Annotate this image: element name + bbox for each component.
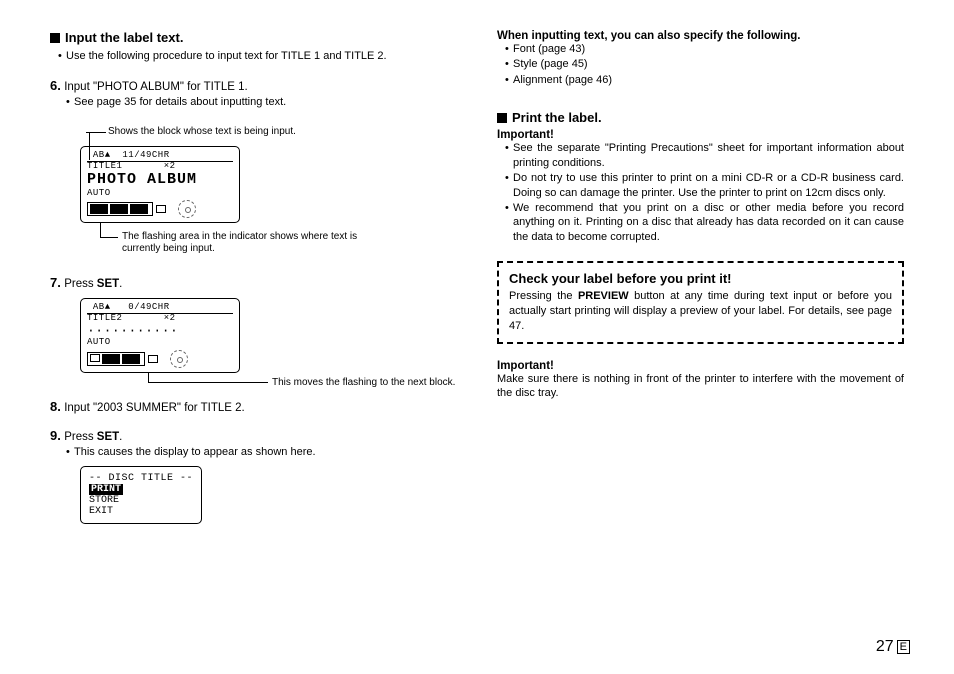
step-num: 8. — [50, 399, 61, 414]
bullet: •Alignment (page 46) — [505, 73, 904, 88]
bullet: •We recommend that you print on a disc o… — [505, 201, 904, 246]
step7-a: Press — [64, 278, 97, 290]
step-num: 6. — [50, 78, 61, 93]
section-title-text: Print the label. — [512, 110, 602, 125]
right-top-bold: When inputting text, you can also specif… — [497, 30, 904, 42]
right-column: When inputting text, you can also specif… — [477, 30, 914, 664]
square-icon — [497, 113, 507, 123]
lcd-screen: AB▲ 11/49CHR TITLE1 ×2 PHOTO ALBUM AUTO — [80, 146, 240, 223]
bullet-icon: • — [66, 445, 74, 460]
step-8: 8. Input "2003 SUMMER" for TITLE 2. — [50, 399, 457, 414]
step9-tail: . — [119, 431, 122, 443]
lcd-3: -- DISC TITLE -- PRINT STORE EXIT — [80, 466, 202, 524]
bullet-text: See the separate "Printing Precautions" … — [513, 141, 904, 171]
caption-top: Shows the block whose text is being inpu… — [108, 126, 296, 138]
step9-bullet-text: This causes the display to appear as sho… — [74, 445, 316, 460]
bullet: •See the separate "Printing Precautions"… — [505, 141, 904, 171]
step-num: 9. — [50, 428, 61, 443]
step6-bullet: • See page 35 for details about inputtin… — [66, 95, 457, 110]
pointer-line — [100, 237, 118, 238]
pointer-line — [100, 223, 101, 237]
dash-box: Check your label before you print it! Pr… — [497, 261, 904, 344]
step6-bullet-text: See page 35 for details about inputting … — [74, 95, 286, 110]
intro-bullet-text: Use the following procedure to input tex… — [66, 49, 387, 64]
bullet: •Font (page 43) — [505, 42, 904, 57]
dash-bold: PREVIEW — [578, 290, 629, 302]
disc-icon — [178, 200, 196, 218]
step-6: 6. Input "PHOTO ALBUM" for TITLE 1. — [50, 78, 457, 93]
caption7: This moves the flashing to the next bloc… — [272, 377, 492, 389]
step7-bold: SET — [97, 278, 119, 290]
lcd2-dots: ··········· — [87, 324, 233, 338]
bullet-text: Do not try to use this printer to print … — [513, 171, 904, 201]
lcd2-line1: AB▲ 0/49CHR — [87, 303, 233, 313]
important2-text: Make sure there is nothing in front of t… — [497, 372, 904, 402]
intro-bullet: • Use the following procedure to input t… — [58, 49, 457, 64]
bullet: •Do not try to use this printer to print… — [505, 171, 904, 201]
pointer-line — [148, 382, 268, 383]
caption-bottom: The flashing area in the indicator shows… — [122, 231, 382, 255]
page-number: 27 E — [876, 638, 910, 656]
lcd2-auto: AUTO — [87, 338, 233, 348]
page-suffix: E — [897, 640, 910, 654]
lcd3-l3: EXIT — [89, 506, 193, 517]
left-column: Input the label text. • Use the followin… — [40, 30, 477, 664]
indicator-row — [87, 350, 233, 368]
step-num: 7. — [50, 275, 61, 290]
lcd3-sel: PRINT — [89, 484, 123, 495]
indicator-row — [87, 200, 233, 218]
bullet-text: Alignment (page 46) — [513, 73, 612, 88]
step-text: Press SET. — [64, 278, 122, 290]
bullet-text: Font (page 43) — [513, 42, 585, 57]
dash-title: Check your label before you print it! — [509, 271, 892, 286]
step9-bold: SET — [97, 431, 119, 443]
lcd-1: AB▲ 11/49CHR TITLE1 ×2 PHOTO ALBUM AUTO — [80, 146, 457, 223]
lcd-screen: AB▲ 0/49CHR TITLE2 ×2 ··········· AUTO — [80, 298, 240, 373]
step7-tail: . — [119, 278, 122, 290]
disc-icon — [170, 350, 188, 368]
section-title-text: Input the label text. — [65, 30, 183, 45]
step-text: Input "2003 SUMMER" for TITLE 2. — [64, 402, 245, 414]
step-7: 7. Press SET. — [50, 275, 457, 290]
step9-a: Press — [64, 431, 97, 443]
lcd3-hdr: -- DISC TITLE -- — [89, 473, 193, 484]
pointer-line — [89, 140, 90, 160]
lcd1-auto: AUTO — [87, 189, 233, 199]
dash-a: Pressing the — [509, 290, 578, 302]
lcd-2: AB▲ 0/49CHR TITLE2 ×2 ··········· AUTO T… — [80, 298, 457, 373]
lcd1-line1: AB▲ 11/49CHR — [87, 151, 233, 161]
step-9: 9. Press SET. — [50, 428, 457, 443]
important-label: Important! — [497, 129, 904, 141]
bullet-icon: • — [66, 95, 74, 110]
step-text: Input "PHOTO ALBUM" for TITLE 1. — [64, 81, 248, 93]
bullet-text: Style (page 45) — [513, 57, 588, 72]
lcd1-big: PHOTO ALBUM — [87, 172, 233, 189]
pointer-line — [92, 132, 106, 133]
dash-body: Pressing the PREVIEW button at any time … — [509, 289, 892, 334]
important2-label: Important! — [497, 360, 904, 372]
bullet-text: We recommend that you print on a disc or… — [513, 201, 904, 246]
section-title-input: Input the label text. — [50, 30, 457, 45]
step9-bullet: • This causes the display to appear as s… — [66, 445, 457, 460]
lcd3-l2: STORE — [89, 495, 193, 506]
bullet-icon: • — [58, 49, 66, 64]
section-title-print: Print the label. — [497, 110, 904, 125]
square-icon — [50, 33, 60, 43]
bullet: •Style (page 45) — [505, 57, 904, 72]
step-text: Press SET. — [64, 431, 122, 443]
page-num-val: 27 — [876, 638, 894, 656]
